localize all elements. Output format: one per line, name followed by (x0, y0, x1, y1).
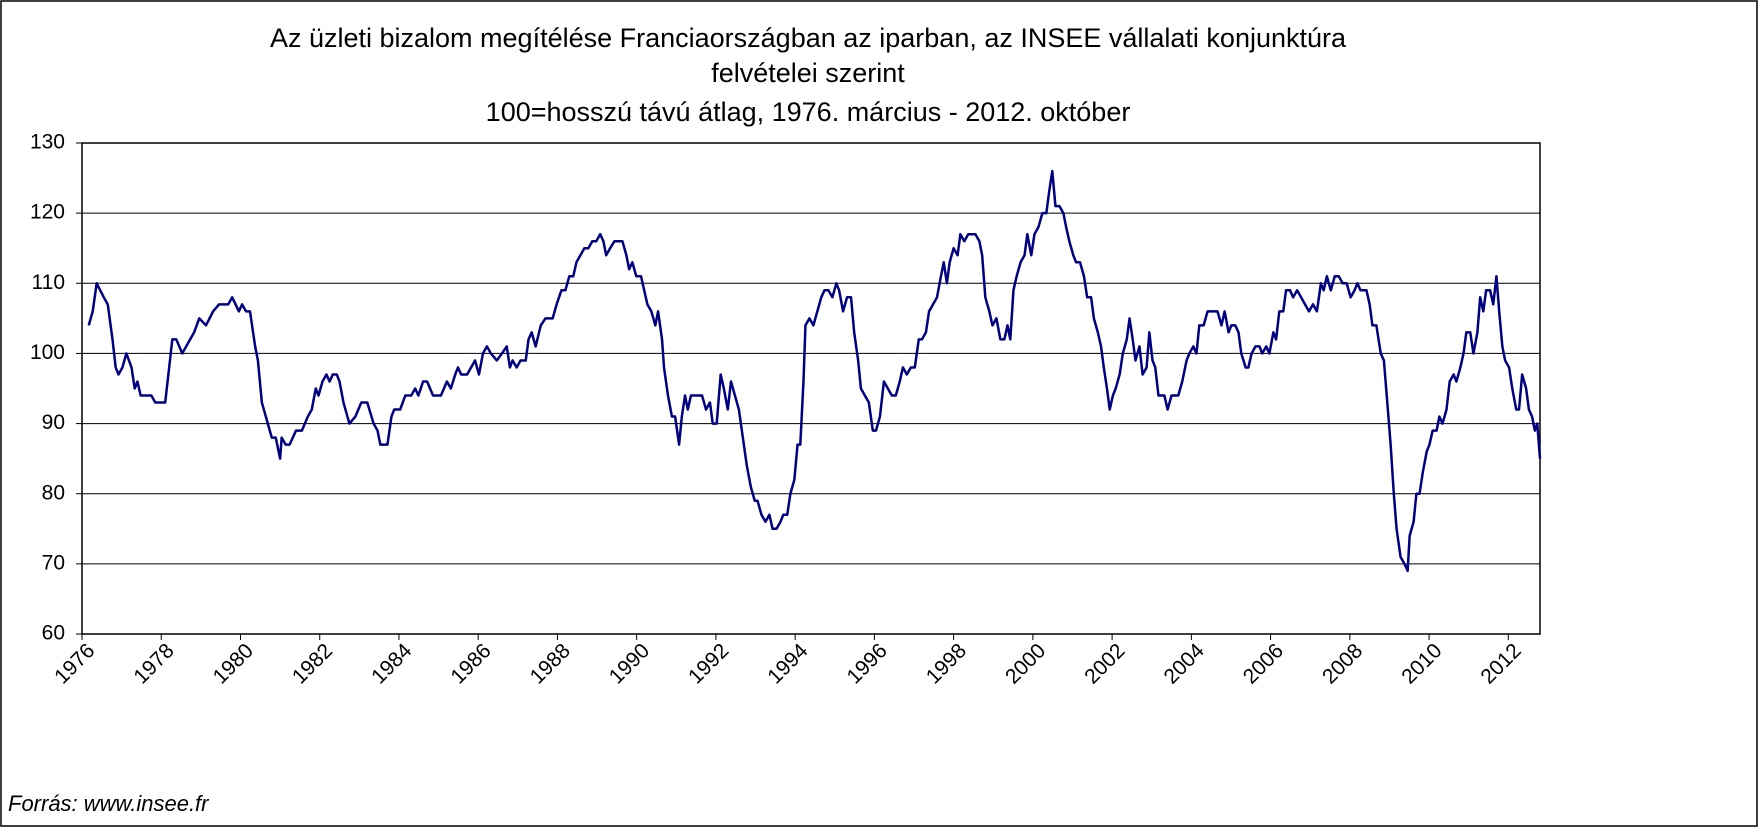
y-tick-label: 130 (30, 131, 65, 154)
source-note: Forrás: www.insee.fr (8, 791, 210, 816)
y-tick-label: 70 (42, 551, 65, 574)
y-tick-label: 80 (42, 481, 65, 504)
y-tick-label: 90 (42, 411, 65, 434)
plot-border (81, 142, 1541, 635)
y-tick-label: 120 (30, 201, 65, 224)
chart-title: felvételei szerint (711, 58, 905, 88)
plot-area (82, 143, 1540, 634)
y-tick-label: 60 (42, 622, 65, 645)
y-tick-label: 100 (30, 341, 65, 364)
y-tick-label: 110 (32, 271, 65, 294)
data-line (87, 169, 1542, 573)
chart-subtitle: 100=hosszú távú átlag, 1976. március - 2… (486, 97, 1131, 127)
chart-title: Az üzleti bizalom megítélése Franciaorsz… (270, 23, 1347, 53)
